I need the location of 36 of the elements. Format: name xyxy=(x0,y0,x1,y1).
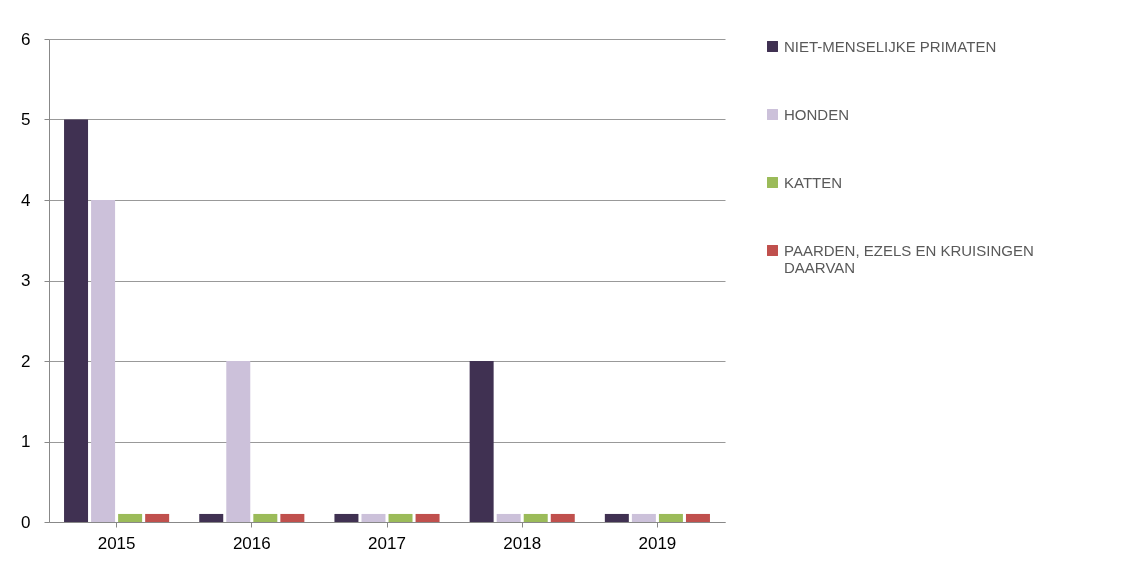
bar xyxy=(469,361,494,522)
bar xyxy=(253,513,278,522)
bar xyxy=(496,513,521,522)
y-tick-label: 6 xyxy=(21,29,31,49)
bar xyxy=(334,513,359,522)
bar xyxy=(550,513,575,522)
y-tick-label: 3 xyxy=(21,271,31,290)
legend-label: HONDEN xyxy=(784,105,850,123)
bar xyxy=(91,200,116,522)
bar xyxy=(604,513,629,522)
bar xyxy=(685,513,710,522)
bar xyxy=(388,513,413,522)
x-tick-label: 2016 xyxy=(232,533,271,553)
bar xyxy=(658,513,683,522)
bar xyxy=(361,513,386,522)
y-tick-label: 4 xyxy=(21,190,31,210)
bar xyxy=(415,513,440,522)
legend-label: NIET-MENSELIJKE PRIMATEN xyxy=(784,37,997,55)
bar xyxy=(226,361,251,522)
x-tick-label: 2015 xyxy=(97,533,136,553)
bar xyxy=(145,513,170,522)
x-tick-label: 2019 xyxy=(638,533,677,553)
bar xyxy=(280,513,305,522)
bar xyxy=(118,513,143,522)
x-tick-label: 2018 xyxy=(503,533,542,553)
y-tick-label: 1 xyxy=(21,432,31,451)
y-tick-label: 5 xyxy=(21,110,31,129)
x-tick-label: 2017 xyxy=(368,533,406,553)
legend-label: KATTEN xyxy=(784,173,843,191)
bar xyxy=(523,513,548,522)
bar xyxy=(64,119,89,522)
bar xyxy=(631,513,656,522)
legend-label: PAARDEN, EZELS EN KRUISINGEN DAARVAN xyxy=(784,241,1034,276)
y-tick-label: 0 xyxy=(21,512,31,532)
bar xyxy=(199,513,224,522)
y-tick-label: 2 xyxy=(21,351,31,371)
